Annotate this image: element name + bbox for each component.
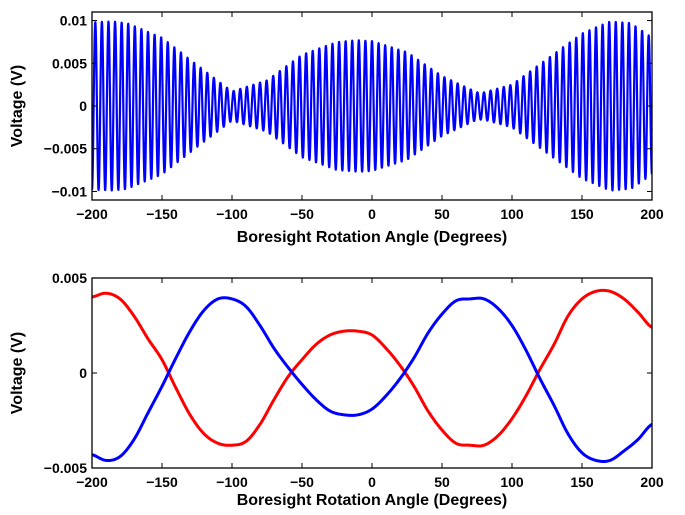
x-tick-label: −50 [290, 474, 314, 490]
x-tick-label: 100 [500, 206, 524, 222]
plot-area [92, 288, 652, 463]
y-tick-label: 0 [79, 365, 87, 381]
series-line-0 [92, 20, 652, 192]
top-chart: −200 −150 −100 −50 0 50 100 150 200 −0.01 −0.005 0 0… [9, 11, 664, 246]
series-line-0 [92, 288, 652, 448]
y-axis-label: Voltage (V) [9, 65, 26, 147]
x-tick-label: −200 [76, 206, 108, 222]
x-tick-label: 150 [570, 474, 594, 490]
bottom-chart: −200 −150 −100 −50 0 50 100 150 200 −0.005 0 0.005 B… [9, 270, 664, 509]
x-tick-label: −150 [146, 206, 178, 222]
series-line-1 [92, 296, 652, 463]
x-tick-label: 50 [434, 474, 450, 490]
y-tick-label: −0.01 [52, 183, 88, 199]
y-tick-label: 0.01 [60, 13, 87, 29]
plot-area [92, 20, 652, 192]
x-tick-label: 150 [570, 206, 594, 222]
x-tick-label: 0 [368, 206, 376, 222]
y-tick-label: 0.005 [52, 270, 87, 286]
x-tick-label: 200 [640, 474, 664, 490]
y-tick-label: −0.005 [44, 460, 87, 476]
y-tick-label: 0 [79, 98, 87, 114]
x-tick-label: −200 [76, 474, 108, 490]
x-tick-label: −50 [290, 206, 314, 222]
x-tick-label: −150 [146, 474, 178, 490]
x-axis-label: Boresight Rotation Angle (Degrees) [237, 229, 508, 246]
x-tick-label: −100 [216, 206, 248, 222]
x-tick-label: 50 [434, 206, 450, 222]
y-tick-label: −0.005 [44, 141, 87, 157]
y-tick-label: 0.005 [52, 55, 87, 71]
x-tick-label: 200 [640, 206, 664, 222]
x-tick-label: 100 [500, 474, 524, 490]
x-axis-label: Boresight Rotation Angle (Degrees) [237, 492, 508, 509]
y-axis-label: Voltage (V) [9, 332, 26, 414]
x-tick-label: −100 [216, 474, 248, 490]
x-tick-label: 0 [368, 474, 376, 490]
axes-box [91, 277, 653, 469]
